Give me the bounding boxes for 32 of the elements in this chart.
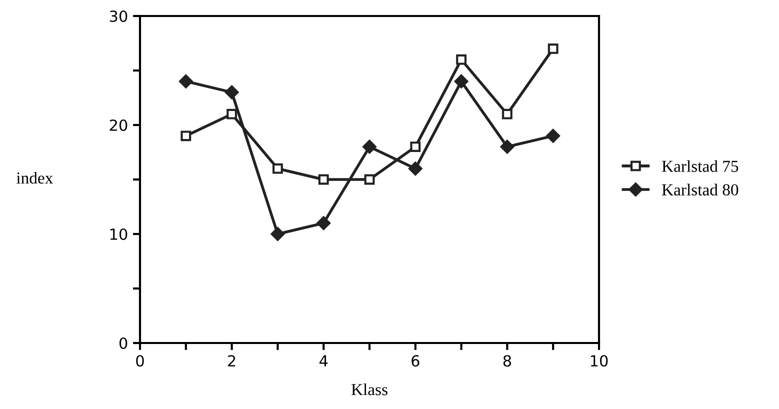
point: [316, 216, 331, 230]
point: [364, 174, 375, 185]
point: [362, 140, 376, 154]
point: [408, 162, 422, 176]
point: [454, 74, 468, 88]
point: [318, 174, 329, 185]
point: [224, 85, 239, 100]
y-axis-title: index: [16, 172, 53, 184]
point: [500, 140, 514, 154]
point: [226, 108, 238, 120]
x-tick-label: 10: [590, 355, 608, 367]
y-tick-label: 10: [110, 228, 128, 240]
y-tick-label: 20: [110, 119, 128, 132]
point: [456, 54, 467, 65]
point: [410, 142, 421, 152]
x-tick-label: 2: [228, 355, 236, 366]
point: [502, 108, 512, 120]
point: [270, 227, 285, 241]
point: [272, 163, 283, 174]
x-tick-label: 0: [136, 355, 144, 367]
x-tick-label: 6: [412, 355, 420, 367]
y-tick-label: 30: [110, 10, 128, 22]
x-tick-label: 8: [503, 355, 512, 367]
point: [548, 43, 558, 54]
point: [178, 74, 193, 88]
point: [546, 128, 560, 143]
x-tick-label: 4: [319, 355, 328, 366]
legend-label: Karlstad 75: [662, 160, 738, 172]
point: [180, 130, 192, 142]
x-axis-title: Klass: [351, 383, 388, 396]
legend-label: Karlstad 80: [662, 184, 738, 196]
y-tick-label: 0: [119, 337, 128, 350]
